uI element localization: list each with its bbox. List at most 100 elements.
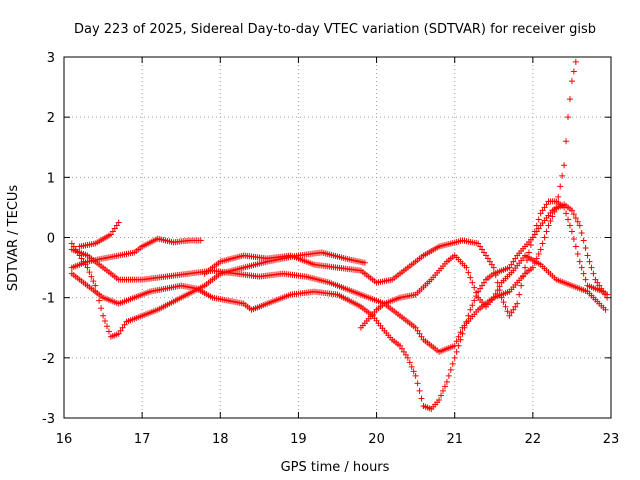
data-point: [475, 240, 482, 247]
data-point: [582, 245, 589, 252]
data-point: [447, 366, 454, 373]
plot-area: [68, 58, 611, 412]
data-point: [416, 387, 423, 394]
data-point: [592, 276, 599, 283]
data-point: [547, 217, 554, 224]
data-point: [68, 240, 75, 247]
data-point: [78, 255, 85, 262]
data-point: [527, 242, 534, 249]
data-point: [566, 96, 573, 103]
x-tick-label: 23: [603, 432, 620, 447]
data-point: [572, 243, 579, 250]
data-point: [531, 228, 538, 235]
data-point: [518, 282, 525, 289]
data-point: [100, 312, 107, 319]
data-point: [490, 264, 497, 271]
data-point: [418, 395, 425, 402]
data-point: [449, 360, 456, 367]
plot-frame: [63, 56, 612, 419]
data-point: [533, 222, 540, 229]
data-point: [473, 289, 480, 296]
data-point: [412, 324, 419, 331]
data-point: [498, 294, 505, 301]
data-point: [410, 368, 417, 375]
data-point: [400, 348, 407, 355]
data-point: [512, 255, 519, 262]
series-s6: [201, 198, 611, 319]
data-point: [549, 213, 556, 220]
data-point: [578, 229, 585, 236]
y-tick-label: 1: [47, 171, 55, 186]
data-point: [572, 58, 579, 65]
data-point: [522, 264, 529, 271]
data-point: [563, 138, 570, 145]
data-point: [580, 270, 587, 277]
data-point: [414, 380, 421, 387]
data-point: [584, 252, 591, 259]
data-point: [439, 387, 446, 394]
data-point: [455, 342, 462, 349]
data-point: [119, 324, 126, 331]
data-point: [529, 264, 536, 271]
data-point: [561, 204, 568, 211]
data-point: [594, 279, 601, 286]
data-point: [96, 297, 103, 304]
data-point: [574, 218, 581, 225]
y-tick-label: 2: [47, 111, 55, 126]
data-point: [408, 363, 415, 370]
y-tick-label: -1: [42, 292, 55, 307]
data-point: [557, 183, 564, 190]
x-tick-label: 19: [290, 432, 307, 447]
data-point: [541, 234, 548, 241]
x-tick-label: 20: [368, 432, 385, 447]
data-point: [467, 306, 474, 313]
data-point: [445, 372, 452, 379]
data-point: [559, 172, 566, 179]
series-s4: [68, 235, 204, 271]
data-point: [563, 210, 570, 217]
data-point: [465, 312, 472, 319]
data-point: [443, 378, 450, 385]
data-point: [590, 270, 597, 277]
series-s5: [76, 219, 122, 250]
data-point: [568, 78, 575, 85]
data-point: [572, 214, 579, 221]
data-point: [88, 273, 95, 280]
data-point: [525, 249, 532, 256]
data-point: [516, 291, 523, 298]
data-point: [502, 303, 509, 310]
data-point: [574, 251, 581, 258]
data-point: [576, 258, 583, 265]
data-point: [508, 261, 515, 268]
data-point: [565, 114, 572, 121]
data-point: [86, 269, 93, 276]
data-point: [561, 162, 568, 169]
data-point: [578, 264, 585, 271]
x-tick-label: 18: [212, 432, 229, 447]
data-point: [510, 306, 517, 313]
data-point: [453, 348, 460, 355]
data-point: [537, 210, 544, 217]
data-point: [514, 300, 521, 307]
data-point: [402, 351, 409, 358]
data-point: [496, 283, 503, 290]
data-point: [438, 392, 445, 399]
data-point: [461, 324, 468, 331]
data-point: [90, 278, 97, 285]
data-point: [539, 240, 546, 247]
data-point: [568, 228, 575, 235]
data-point: [465, 269, 472, 276]
data-point: [580, 237, 587, 244]
data-point: [494, 287, 501, 294]
data-point: [576, 222, 583, 229]
data-point: [604, 291, 611, 298]
data-point: [115, 219, 122, 226]
data-point: [107, 231, 114, 238]
data-point: [568, 207, 575, 214]
data-point: [397, 342, 404, 349]
data-point: [535, 251, 542, 258]
data-point: [482, 252, 489, 259]
data-point: [535, 216, 542, 223]
data-point: [488, 261, 495, 268]
x-tick-label: 21: [446, 432, 463, 447]
